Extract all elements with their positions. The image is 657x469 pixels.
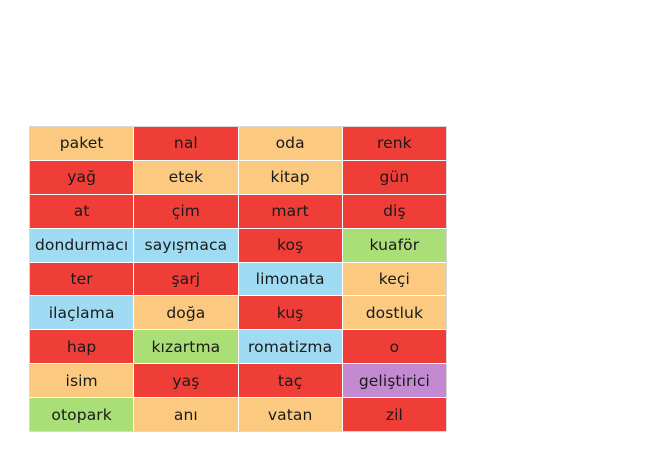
word-cell: geliştirici: [342, 364, 446, 398]
word-cell: renk: [342, 127, 446, 160]
word-cell: mart: [238, 194, 342, 228]
word-cell: anı: [134, 398, 238, 431]
word-cell: oda: [238, 127, 342, 160]
word-cell: kuş: [238, 296, 342, 330]
word-cell: otopark: [30, 398, 134, 431]
word-grid: paket nal oda renk yağ etek kitap gün at çim mart d…: [29, 126, 447, 432]
word-cell: dostluk: [342, 296, 446, 330]
word-cell: keçi: [342, 262, 446, 296]
word-cell: koş: [238, 228, 342, 262]
word-cell: gün: [342, 160, 446, 194]
word-cell: diş: [342, 194, 446, 228]
word-cell: at: [30, 194, 134, 228]
word-cell: zil: [342, 398, 446, 431]
word-cell: şarj: [134, 262, 238, 296]
word-cell: vatan: [238, 398, 342, 431]
word-cell: romatizma: [238, 330, 342, 364]
word-cell: yağ: [30, 160, 134, 194]
word-cell: limonata: [238, 262, 342, 296]
word-cell: isim: [30, 364, 134, 398]
word-cell: o: [342, 330, 446, 364]
word-cell: ilaçlama: [30, 296, 134, 330]
word-cell: paket: [30, 127, 134, 160]
word-cell: taç: [238, 364, 342, 398]
word-cell: sayışmaca: [134, 228, 238, 262]
word-cell: doğa: [134, 296, 238, 330]
word-cell: kızartma: [134, 330, 238, 364]
word-cell: yaş: [134, 364, 238, 398]
word-cell: ter: [30, 262, 134, 296]
word-cell: etek: [134, 160, 238, 194]
word-cell: nal: [134, 127, 238, 160]
word-cell: hap: [30, 330, 134, 364]
word-cell: kuaför: [342, 228, 446, 262]
word-cell: çim: [134, 194, 238, 228]
word-cell: kitap: [238, 160, 342, 194]
word-cell: dondurmacı: [30, 228, 134, 262]
